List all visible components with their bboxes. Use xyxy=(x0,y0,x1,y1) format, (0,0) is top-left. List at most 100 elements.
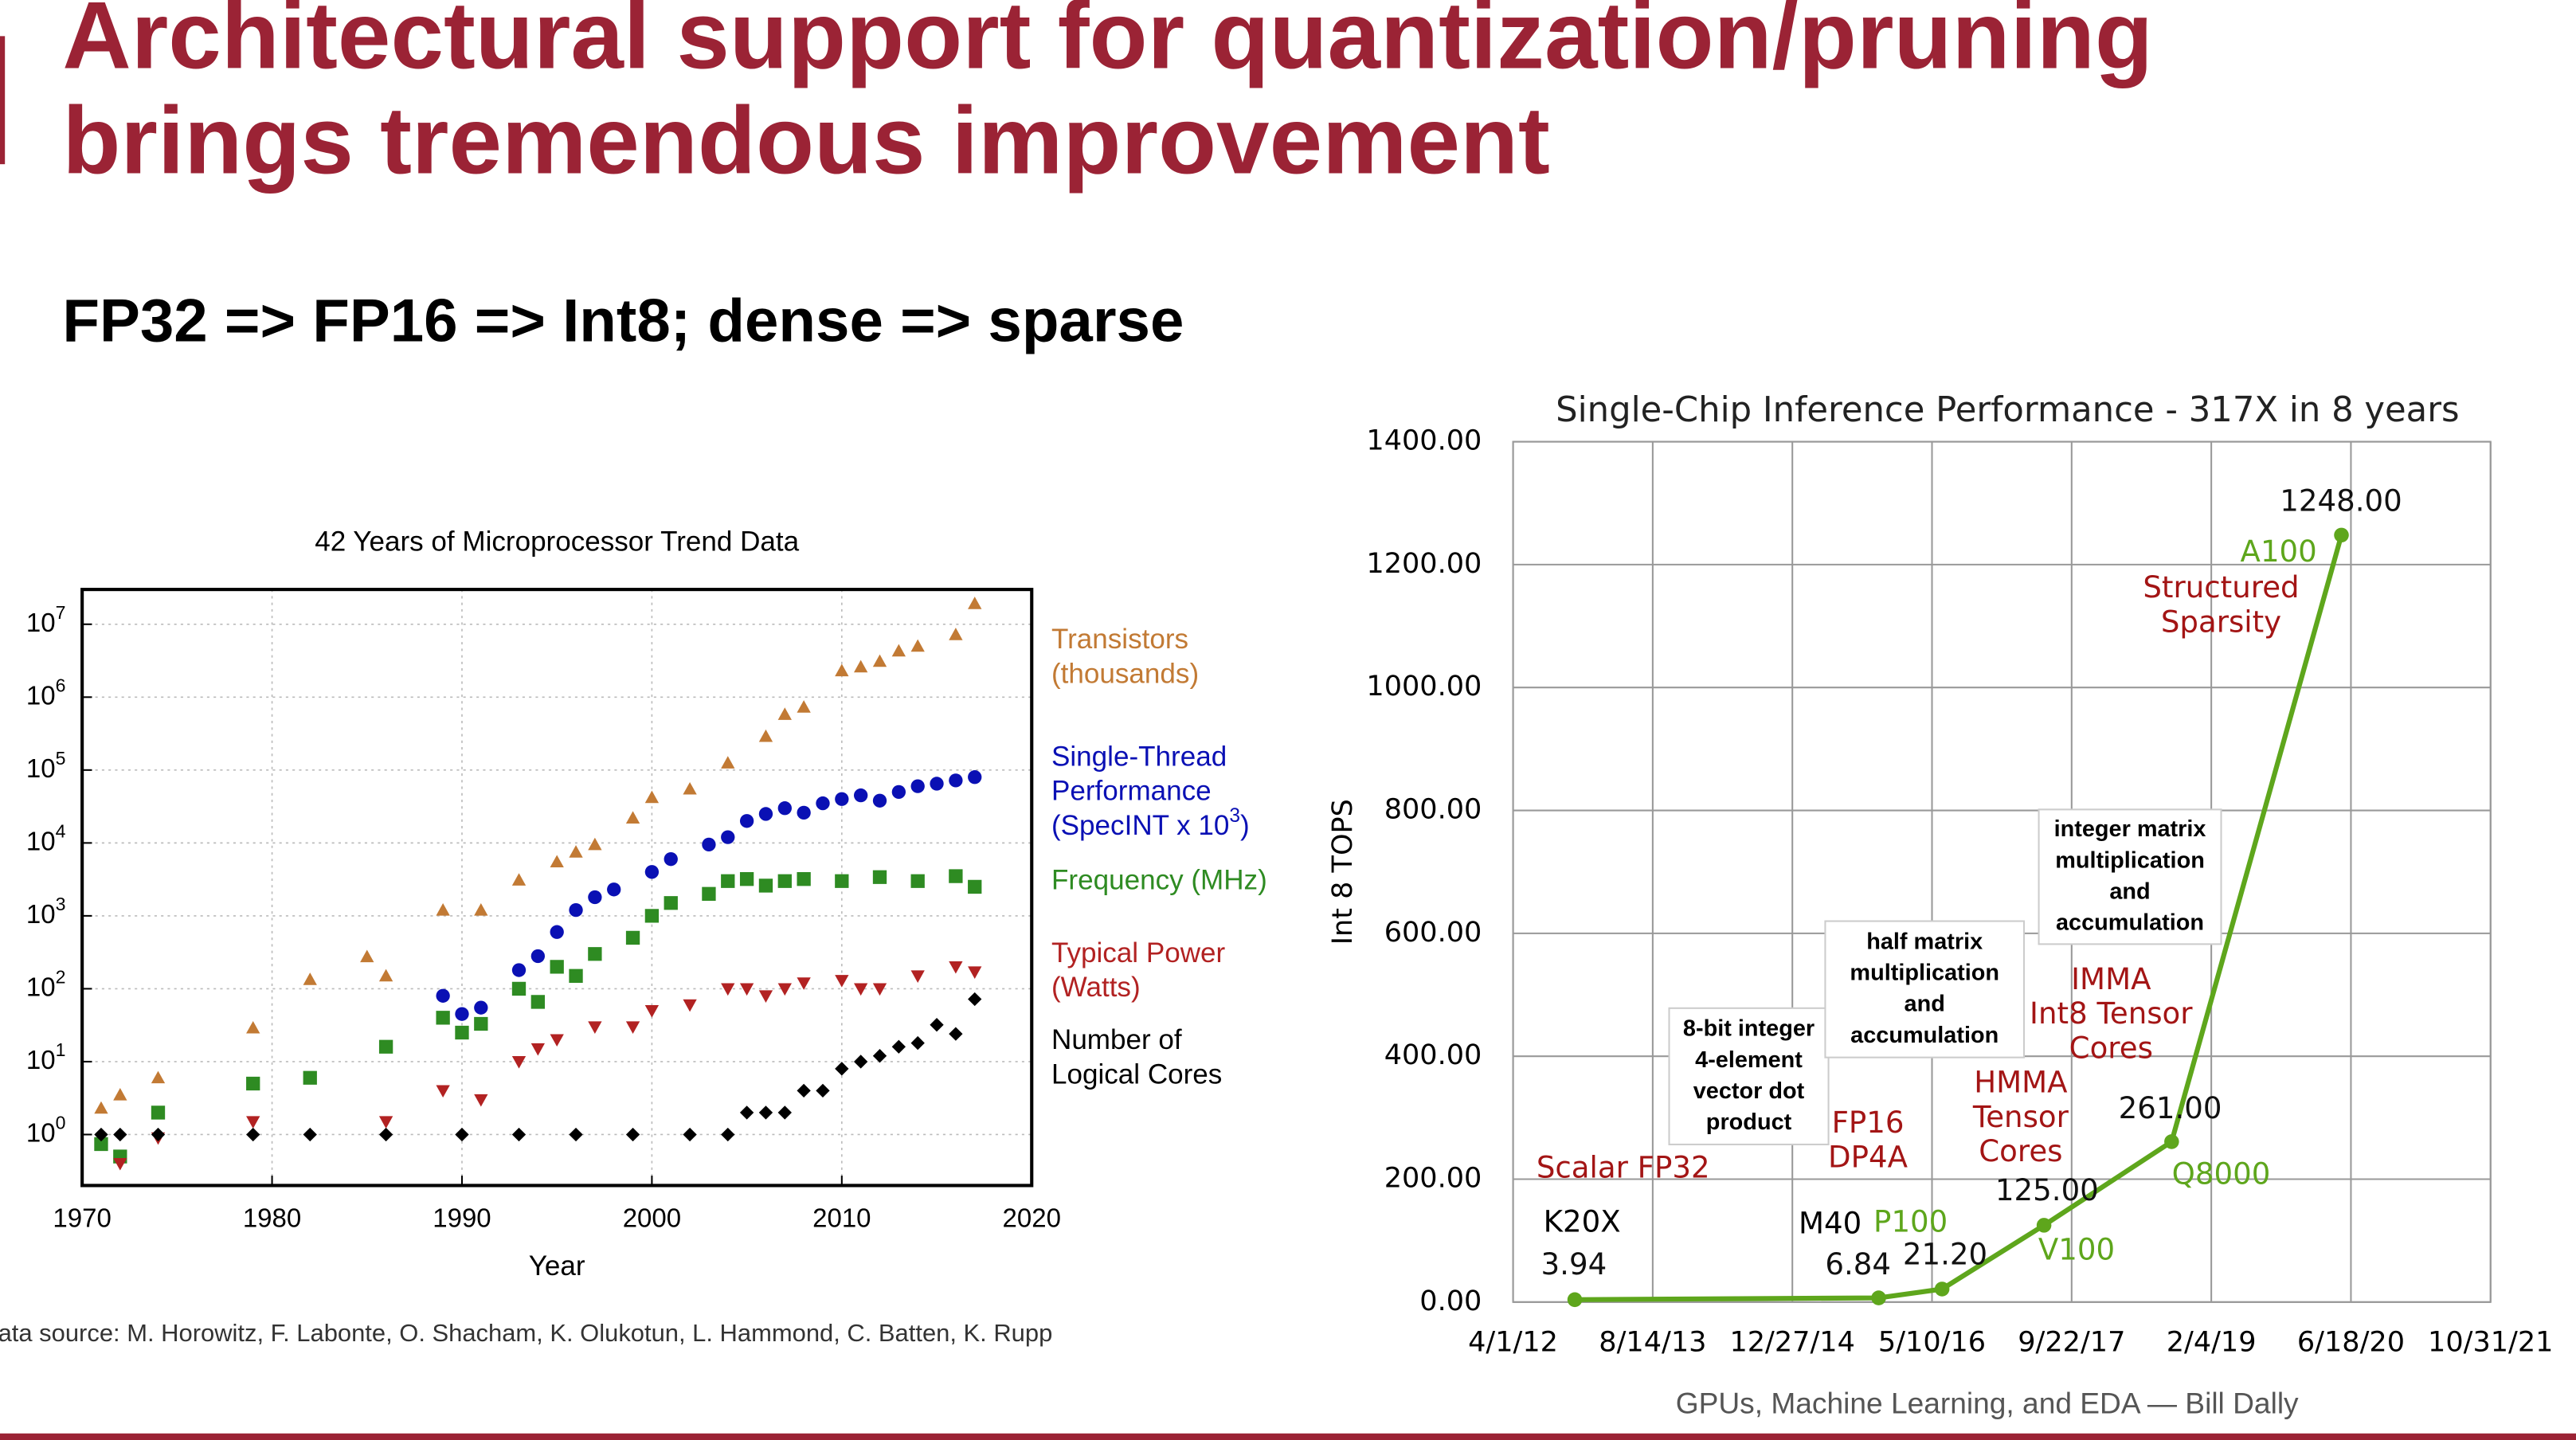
text-line: product xyxy=(1706,1109,1792,1135)
annotation: IMMA Int8 Tensor Cores xyxy=(2030,961,2193,1065)
data-point xyxy=(797,1083,811,1098)
data-point xyxy=(1871,1290,1886,1305)
data-point xyxy=(151,1127,166,1142)
chart-title: 42 Years of Microprocessor Trend Data xyxy=(315,526,799,558)
data-line xyxy=(1575,534,2344,1302)
data-point xyxy=(835,663,849,677)
y-tick-label: 1400.00 xyxy=(1366,425,1482,457)
data-point xyxy=(625,930,640,945)
text-line: accumulation xyxy=(2056,910,2204,935)
data-point xyxy=(702,837,716,852)
superscript: 4 xyxy=(56,820,66,841)
data-point xyxy=(968,879,982,894)
text-run: Sparsity xyxy=(2161,605,2281,639)
data-point xyxy=(758,807,773,821)
data-point xyxy=(721,874,735,888)
data-point xyxy=(721,983,735,996)
text-run: 10 xyxy=(26,1045,56,1074)
text-run: 10 xyxy=(26,1117,56,1147)
data-point xyxy=(721,756,735,769)
legend-entry: Number of Logical Cores xyxy=(1051,1024,1222,1090)
text-line: Int8 Tensor xyxy=(2030,996,2193,1031)
x-tick-label: 10/31/21 xyxy=(2428,1325,2553,1358)
annotation: Scalar FP32 xyxy=(1537,1150,1710,1184)
y-tick-label: 102 xyxy=(26,967,66,1002)
data-point xyxy=(569,845,583,858)
text-run: Cores xyxy=(2069,1031,2153,1065)
text-line: Typical Power xyxy=(1051,937,1226,968)
text-run: accumulation xyxy=(1850,1022,1999,1047)
text-run: 10 xyxy=(26,753,56,783)
data-point xyxy=(2334,527,2349,543)
data-point xyxy=(378,1127,393,1142)
data-point xyxy=(246,1076,260,1091)
data-point xyxy=(816,796,830,811)
data-point xyxy=(872,983,887,996)
data-point xyxy=(474,1016,488,1031)
data-point xyxy=(835,975,849,988)
text-run: ) xyxy=(1240,810,1250,841)
data-point xyxy=(683,781,697,795)
text-line: Cores xyxy=(1979,1134,2062,1168)
text-line: Logical Cores xyxy=(1051,1059,1222,1090)
data-point xyxy=(511,963,527,977)
data-point xyxy=(569,1127,583,1142)
x-tick-label: 12/27/14 xyxy=(1729,1325,1854,1358)
x-tick-label: 2020 xyxy=(1003,1203,1061,1232)
plot-frame xyxy=(80,588,1034,1188)
y-tick-label: 0.00 xyxy=(1419,1285,1482,1317)
y-tick-label: 106 xyxy=(26,675,66,710)
data-point xyxy=(569,968,583,983)
text-line: 102 xyxy=(26,967,66,1002)
x-tick-label: 6/18/20 xyxy=(2297,1325,2405,1358)
text-line: multiplication xyxy=(2055,847,2205,873)
data-point xyxy=(872,654,887,667)
text-run: Typical Power xyxy=(1051,937,1226,968)
callout-text: integer matrix multiplication and accumulat… xyxy=(2054,816,2206,936)
data-point xyxy=(968,992,982,1007)
y-tick-label: 1200.00 xyxy=(1366,547,1482,580)
data-point xyxy=(854,983,868,996)
data-point xyxy=(910,639,925,652)
value-label: 3.94 xyxy=(1541,1247,1607,1282)
data-point xyxy=(378,968,393,982)
data-point xyxy=(835,792,849,806)
text-run: vector dot xyxy=(1693,1078,1805,1104)
superscript: 0 xyxy=(56,1113,66,1133)
annotation: FP16 DP4A xyxy=(1828,1105,1909,1174)
x-tick-label: 1980 xyxy=(243,1203,301,1232)
text-line: accumulation xyxy=(1850,1022,1999,1047)
data-point xyxy=(378,1039,393,1054)
data-point xyxy=(474,1094,488,1107)
data-point xyxy=(891,785,906,800)
point-label: P100 xyxy=(1873,1204,1948,1238)
x-tick-label: 9/22/17 xyxy=(2018,1325,2125,1358)
data-point xyxy=(949,773,963,788)
text-line: 4-element xyxy=(1695,1047,1803,1072)
text-line: Single-Thread xyxy=(1051,742,1227,773)
x-tick-label: 4/1/12 xyxy=(1468,1325,1558,1358)
text-line: integer matrix xyxy=(2054,816,2206,842)
superscript: 3 xyxy=(1229,805,1240,827)
data-point xyxy=(758,878,773,893)
value-label: 125.00 xyxy=(1995,1173,2099,1207)
accent-bar xyxy=(0,36,6,165)
inference-chart: Single-Chip Inference Performance - 317X… xyxy=(1326,390,2553,1358)
callout-box xyxy=(2038,808,2222,945)
data-point xyxy=(854,1055,868,1069)
data-point xyxy=(739,814,754,828)
y-tick-label: 400.00 xyxy=(1384,1039,1482,1071)
text-line: multiplication xyxy=(1850,960,1999,985)
text-line: 8-bit integer xyxy=(1683,1015,1815,1041)
footer-rule xyxy=(0,1433,2576,1440)
data-point xyxy=(511,1056,527,1069)
data-point xyxy=(644,1005,660,1018)
text-line: IMMA xyxy=(2071,961,2151,996)
data-point xyxy=(777,983,792,996)
text-line: 101 xyxy=(26,1039,66,1074)
text-run: 10 xyxy=(26,680,56,710)
data-point xyxy=(436,1085,450,1098)
y-tick-label: 105 xyxy=(26,748,66,783)
text-run: Transistors xyxy=(1051,624,1188,655)
